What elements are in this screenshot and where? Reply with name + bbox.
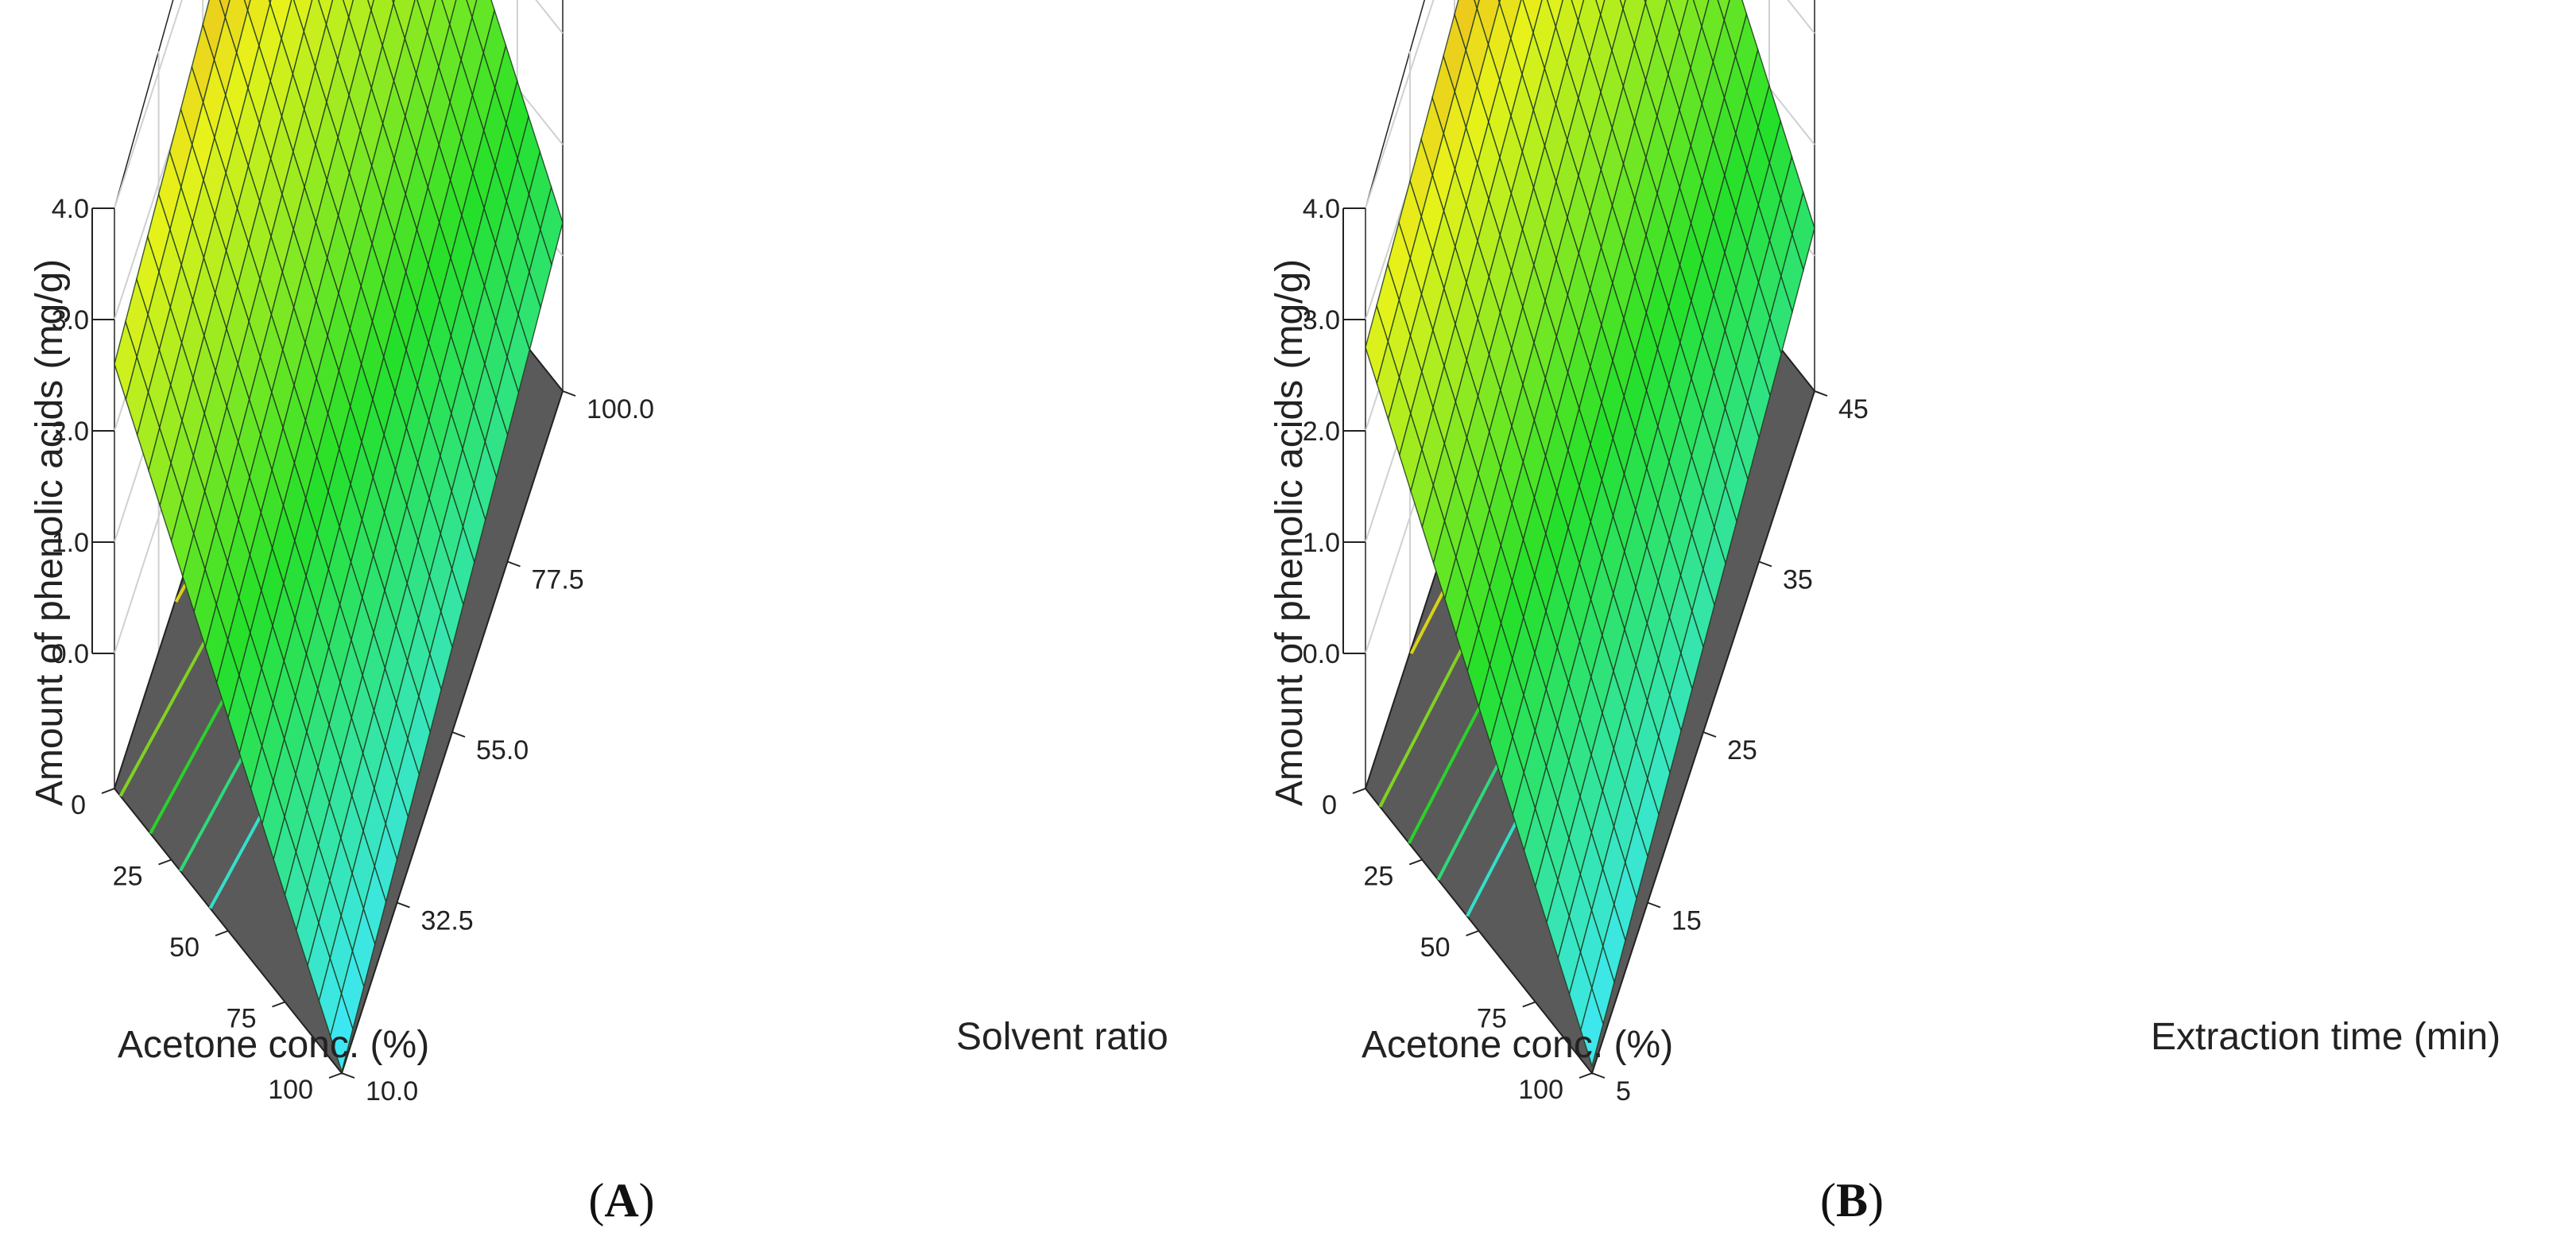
panel-label-a: (A) — [588, 1174, 654, 1227]
z-tick-label: 2.0 — [1303, 417, 1340, 447]
z-tick-label: 4.0 — [1303, 194, 1340, 224]
x-axis-title: Acetone conc. (%) — [1362, 1024, 1673, 1066]
x-tick-label: 25 — [1363, 862, 1393, 892]
x-tick-mark — [1352, 788, 1366, 794]
y-tick-label: 100.0 — [587, 394, 654, 424]
panel-a: 0.0 1.0 2.0 3.0 4.0 0 25 50 75 100 10.0 32.5 55.0 77.… — [29, 0, 1168, 1227]
y-tick-mark — [1591, 1072, 1606, 1079]
x-tick-label: 100 — [1518, 1075, 1563, 1105]
z-tick-label: 3.0 — [52, 305, 89, 335]
y-tick-label: 35 — [1783, 565, 1813, 595]
x-tick-label: 0 — [1322, 790, 1337, 820]
x-tick-label: 50 — [1420, 932, 1451, 963]
y-axis-title: Extraction time (min) — [2151, 1016, 2500, 1058]
z-tick-label: 1.0 — [1303, 528, 1340, 558]
x-tick-mark — [101, 788, 115, 794]
surface-cell — [1619, 0, 1626, 11]
x-tick-mark — [1579, 1072, 1593, 1079]
x-tick-label: 100 — [268, 1075, 313, 1105]
x-tick-mark — [215, 930, 229, 936]
z-tick-label: 0.0 — [52, 639, 89, 669]
y-tick-label: 5 — [1616, 1076, 1631, 1107]
x-tick-mark — [272, 1001, 285, 1008]
y-tick-mark — [507, 560, 521, 568]
y-tick-label: 55.0 — [476, 735, 529, 765]
x-tick-label: 25 — [113, 862, 143, 892]
x-tick-mark — [328, 1072, 343, 1079]
x-tick-label: 0 — [71, 790, 86, 820]
x-tick-mark — [158, 858, 172, 866]
y-tick-mark — [562, 390, 576, 397]
panel-label-b: (B) — [1820, 1174, 1884, 1227]
x-tick-mark — [1466, 930, 1479, 936]
z-tick-label: 0.0 — [1303, 639, 1340, 669]
z-axis-title: Amount of phenolic acids (mg/g) — [29, 259, 71, 806]
z-tick-label: 2.0 — [52, 417, 89, 447]
y-tick-label: 15 — [1671, 906, 1702, 936]
z-tick-label: 4.0 — [52, 194, 89, 224]
x-tick-label: 50 — [169, 932, 199, 963]
y-tick-label: 10.0 — [366, 1076, 418, 1107]
z-tick-label: 1.0 — [52, 528, 89, 558]
surface-cell — [1580, 986, 1604, 1068]
y-tick-label: 32.5 — [421, 906, 474, 936]
y-tick-label: 25 — [1727, 735, 1757, 765]
surface-cell — [329, 991, 354, 1074]
y-tick-mark — [341, 1072, 355, 1079]
surface-plot-a: 0.0 1.0 2.0 3.0 4.0 0 25 50 75 100 10.0 32.5 55.0 77.… — [29, 0, 1168, 1227]
y-tick-mark — [451, 731, 466, 738]
y-tick-mark — [1702, 731, 1717, 738]
x-tick-label: 75 — [227, 1004, 257, 1034]
z-tick-label: 3.0 — [1303, 305, 1340, 335]
y-tick-mark — [1758, 560, 1772, 568]
panel-b: 0.0 1.0 2.0 3.0 4.0 0 25 50 75 100 5 15 25 35 45 Amoun… — [1254, 0, 2542, 1248]
y-tick-mark — [1647, 901, 1661, 909]
surface-plot-b: 0.0 1.0 2.0 3.0 4.0 0 25 50 75 100 5 15 25 35 45 Amoun… — [1269, 0, 2500, 1227]
y-axis-title: Solvent ratio — [956, 1016, 1168, 1058]
x-tick-mark — [1408, 858, 1423, 866]
y-tick-label: 77.5 — [532, 565, 584, 595]
surface-cell — [366, 0, 375, 13]
z-axis-title: Amount of phenolic acids (mg/g) — [1269, 259, 1311, 806]
y-tick-mark — [1814, 390, 1828, 397]
x-tick-mark — [1522, 1001, 1536, 1008]
x-tick-label: 75 — [1477, 1004, 1507, 1034]
surface-cell — [243, 0, 251, 13]
x-axis-title: Acetone conc. (%) — [118, 1024, 429, 1066]
y-tick-label: 45 — [1838, 394, 1869, 424]
y-tick-mark — [397, 901, 410, 909]
